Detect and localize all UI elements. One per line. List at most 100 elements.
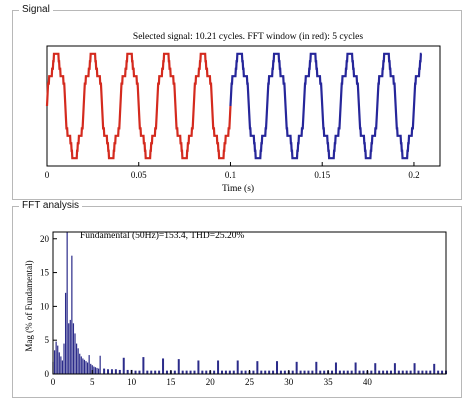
fft-bar — [378, 370, 381, 374]
fft-bar — [99, 355, 101, 374]
fft-bar — [134, 370, 137, 374]
fft-bar — [299, 370, 302, 374]
fft-bar — [205, 370, 208, 374]
fft-bar — [107, 369, 110, 374]
fft-bar — [126, 369, 129, 374]
fft-bar — [88, 355, 90, 374]
fft-bar — [61, 360, 64, 374]
fft-bar — [57, 345, 59, 374]
fft-bar — [362, 370, 365, 374]
fft-bar — [276, 361, 279, 374]
fft-bar — [53, 350, 56, 374]
fft-bar — [114, 369, 117, 374]
fft-bar — [413, 363, 416, 374]
fft-bar — [201, 370, 204, 374]
fft-bar — [389, 370, 392, 374]
fft-bar — [118, 369, 121, 374]
signal-xtick-label: 0 — [45, 170, 50, 180]
fft-bar — [220, 370, 223, 374]
fft-bar — [213, 370, 216, 374]
fft-ytick-label: 5 — [45, 335, 50, 345]
fft-bar — [74, 333, 76, 374]
fft-bar — [358, 370, 361, 374]
fft-bar — [279, 370, 282, 374]
fft-bar — [244, 370, 247, 374]
fft-xtick-label: 35 — [324, 377, 334, 387]
fft-bar — [82, 358, 84, 374]
fft-bar — [272, 370, 275, 374]
signal-xtick-label: 0.2 — [408, 170, 419, 180]
fft-bar — [421, 370, 424, 374]
fft-bar — [311, 370, 314, 374]
fft-xtick-label: 25 — [245, 377, 255, 387]
fft-bar — [55, 341, 57, 374]
fft-bar — [64, 292, 67, 374]
fft-bar — [393, 363, 396, 374]
fft-bar — [295, 361, 298, 374]
fft-ylabel: Mag (% of Fundamental) — [24, 260, 34, 351]
fft-bar — [346, 370, 349, 374]
fft-bar — [240, 370, 243, 374]
fft-bar — [224, 370, 227, 374]
fft-bar — [315, 361, 318, 374]
fft-bar — [96, 367, 98, 374]
fft-bar — [79, 353, 81, 374]
fft-bar — [252, 370, 255, 374]
fft-bar — [193, 370, 196, 374]
fft-bar — [334, 362, 337, 374]
fft-bar — [197, 360, 200, 374]
fft-xtick-label: 10 — [127, 377, 137, 387]
fft-panel: FFT analysis — [12, 200, 462, 398]
fft-bar — [283, 370, 286, 374]
fft-bar — [425, 370, 428, 374]
fft-axes-box — [52, 231, 447, 375]
fft-xtick-label: 40 — [363, 377, 373, 387]
fft-bar — [162, 358, 165, 374]
fft-bar — [60, 356, 62, 374]
fft-bar — [350, 370, 353, 374]
fft-bar — [122, 357, 125, 374]
fft-bar — [93, 366, 95, 374]
fft-bar — [66, 232, 68, 374]
fft-bar — [441, 370, 444, 374]
fft-bar — [189, 370, 192, 374]
signal-plot-area: 0 0.05 0.1 0.15 0.2 — [45, 45, 441, 180]
signal-chart-title: Selected signal: 10.21 cycles. FFT windo… — [133, 31, 363, 42]
fft-bar — [94, 367, 97, 374]
signal-series-rest — [229, 52, 422, 160]
fft-bar — [68, 323, 70, 374]
signal-xtick-label: 0.15 — [314, 170, 330, 180]
fft-xtick-label: 15 — [166, 377, 176, 387]
fft-bar — [319, 370, 322, 374]
fft-ytick-label: 15 — [40, 268, 50, 278]
fft-bar — [256, 361, 259, 374]
fft-bar — [236, 360, 239, 374]
fft-ytick-label: 0 — [45, 369, 50, 379]
fft-bar — [338, 370, 341, 374]
fft-bar — [85, 361, 87, 374]
fft-bar — [185, 370, 188, 374]
fft-xtick-label: 5 — [90, 377, 95, 387]
signal-series-window — [45, 52, 232, 160]
fft-bar — [331, 370, 334, 374]
fft-bar — [232, 370, 235, 374]
fft-bar — [433, 363, 436, 374]
fft-bar — [177, 359, 180, 374]
fft-bar — [303, 370, 306, 374]
fft-xtick-label: 0 — [51, 377, 56, 387]
fft-bar — [374, 363, 377, 374]
fft-bar — [417, 370, 420, 374]
fft-bar — [228, 370, 231, 374]
fft-bar — [260, 370, 263, 374]
fft-bar — [71, 255, 73, 374]
fft-ytick-label: 20 — [40, 234, 50, 244]
fft-xtick-label: 30 — [284, 377, 294, 387]
fft-bar — [150, 370, 153, 374]
fft-bar — [158, 370, 161, 374]
fft-bar — [382, 370, 385, 374]
fft-bar — [342, 370, 345, 374]
fft-bar — [154, 370, 157, 374]
fft-chart-title: Fundamental (50Hz)=153.4, THD=25.20% — [80, 230, 244, 241]
fft-bar — [69, 319, 71, 374]
fft-bar — [429, 370, 432, 374]
